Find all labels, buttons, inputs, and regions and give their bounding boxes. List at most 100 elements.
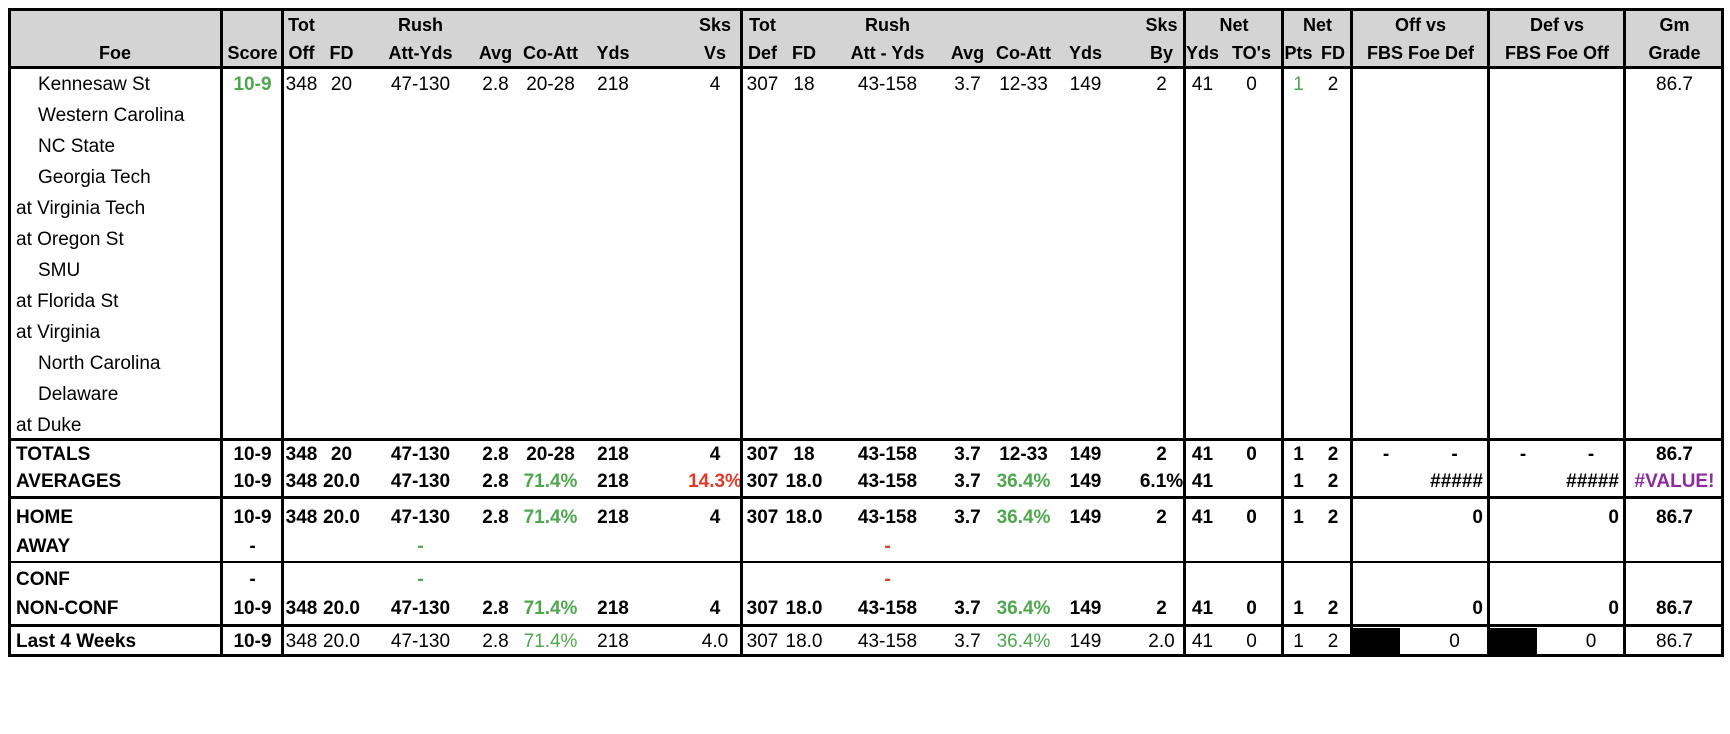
header-net-pts: Net (1302, 15, 1332, 35)
summary-averages-tot-off: 348 (285, 470, 318, 492)
summary-averages-drush: 43-158 (857, 470, 918, 492)
grid-line (1281, 8, 1284, 656)
grid-line (8, 561, 1724, 563)
header-off: Off (288, 43, 315, 63)
game-drush: 43-158 (857, 74, 918, 95)
summary-last4-tot-def: 307 (746, 630, 779, 652)
game-dyds: 149 (1069, 74, 1102, 95)
grid-line (1350, 8, 1353, 656)
summary-averages-grade: #VALUE! (1634, 470, 1715, 492)
header-def: Def (747, 43, 777, 63)
game-tos: 0 (1246, 74, 1257, 95)
game-avg: 2.8 (482, 74, 509, 95)
summary-totals-net-yds: 41 (1191, 443, 1214, 465)
header-co-att: Co-Att (523, 43, 578, 63)
header-score: Score (227, 43, 278, 63)
header-by: By (1149, 43, 1173, 63)
summary-last4-sks-by: 2.0 (1148, 630, 1175, 652)
foe-name: at Virginia (16, 322, 101, 343)
summary-averages-pts: 1 (1293, 470, 1304, 492)
summary-nonconf-sks-vs: 4 (709, 597, 721, 619)
summary-home-score: 10-9 (233, 506, 272, 528)
header-def-fd: FD (792, 43, 816, 63)
summary-last4-tos: 0 (1246, 630, 1257, 652)
summary-home-tot-def: 307 (746, 506, 779, 528)
header-off-vs: Off vs (1394, 15, 1446, 35)
summary-nonconf-grade: 86.7 (1656, 597, 1693, 619)
foe-name: at Florida St (16, 291, 119, 312)
summary-totals-nfd: 2 (1327, 443, 1339, 465)
foe-name: Delaware (38, 384, 119, 405)
summary-averages-dyds: 149 (1069, 470, 1102, 492)
summary-totals-drush: 43-158 (857, 443, 918, 465)
summary-totals-tot-def: 307 (746, 443, 779, 465)
summary-last4-co-att: 71.4% (523, 630, 578, 652)
summary-last4-fd: 20.0 (323, 630, 360, 652)
foe-name: Kennesaw St (38, 74, 150, 95)
summary-home-rush: 47-130 (390, 506, 451, 528)
header-def-co-att: Co-Att (996, 43, 1051, 63)
summary-averages-nfd: 2 (1327, 470, 1339, 492)
summary-averages-off-vs: ##### (1430, 470, 1483, 492)
summary-totals-off-vs-b: - (1451, 443, 1458, 465)
foe-name: North Carolina (38, 353, 161, 374)
grid-line (8, 8, 1724, 11)
summary-nonconf-fd: 20.0 (323, 597, 360, 619)
summary-label-nonconf: NON-CONF (16, 597, 119, 619)
summary-home-dco-att: 36.4% (996, 506, 1051, 528)
game-dfd: 18 (793, 74, 815, 95)
summary-totals-sks-by: 2 (1156, 443, 1167, 465)
game-net-yds: 41 (1191, 74, 1214, 95)
summary-label-totals: TOTALS (16, 443, 91, 465)
foe-name: at Duke (16, 415, 82, 436)
summary-home-sks-vs: 4 (709, 506, 721, 528)
summary-last4-score: 10-9 (233, 630, 272, 652)
black-fill-cell (1352, 628, 1400, 654)
header-def-yds: Yds (1068, 43, 1102, 63)
summary-home-pts: 1 (1293, 506, 1304, 528)
summary-conf-drush: - (884, 568, 891, 590)
summary-averages-yds: 218 (597, 470, 629, 492)
summary-home-drush: 43-158 (857, 506, 918, 528)
summary-nonconf-drush: 43-158 (857, 597, 918, 619)
summary-averages-sks-by: 6.1% (1139, 470, 1184, 492)
foe-name: Western Carolina (38, 105, 185, 126)
summary-averages-def-vs: ##### (1566, 470, 1619, 492)
grid-line (8, 624, 1724, 627)
grid-line (220, 8, 223, 656)
summary-home-dyds: 149 (1069, 506, 1102, 528)
summary-totals-dco-att: 12-33 (999, 443, 1048, 465)
summary-nonconf-davg: 3.7 (954, 597, 981, 619)
summary-home-nfd: 2 (1327, 506, 1339, 528)
foe-name: SMU (38, 260, 81, 281)
summary-nonconf-rush: 47-130 (390, 597, 451, 619)
summary-last4-avg: 2.8 (482, 630, 509, 652)
summary-averages-dfd: 18.0 (785, 470, 823, 492)
grid-line (1183, 8, 1186, 656)
grid-line (1623, 8, 1626, 656)
summary-nonconf-sks-by: 2 (1156, 597, 1167, 619)
grid-line (740, 8, 743, 656)
header-sks-vs: Sks (698, 15, 732, 35)
summary-label-averages: AVERAGES (16, 470, 122, 492)
summary-averages-score: 10-9 (233, 470, 272, 492)
header-background (8, 8, 1724, 68)
game-sks-vs: 4 (709, 74, 721, 95)
team-stats-sheet: Tot Rush Sks Tot Rush Sks Net Net Off vs Def vs Gm… (8, 8, 1724, 724)
summary-totals-pts: 1 (1293, 443, 1304, 465)
summary-home-davg: 3.7 (954, 506, 981, 528)
header-tot-off: Tot (288, 15, 315, 35)
header-off-rush: Rush (398, 15, 443, 35)
summary-totals-dyds: 149 (1069, 443, 1102, 465)
foe-name: at Virginia Tech (16, 198, 146, 219)
summary-last4-pts: 1 (1293, 630, 1304, 652)
summary-averages-davg: 3.7 (954, 470, 981, 492)
grid-line (1721, 8, 1724, 656)
summary-nonconf-score: 10-9 (233, 597, 272, 619)
grid-line (8, 654, 1724, 657)
summary-home-avg: 2.8 (482, 506, 509, 528)
summary-away-score: - (249, 535, 256, 557)
grid-line (8, 8, 11, 656)
game-davg: 3.7 (954, 74, 981, 95)
summary-averages-sks-vs: 14.3% (688, 470, 742, 492)
